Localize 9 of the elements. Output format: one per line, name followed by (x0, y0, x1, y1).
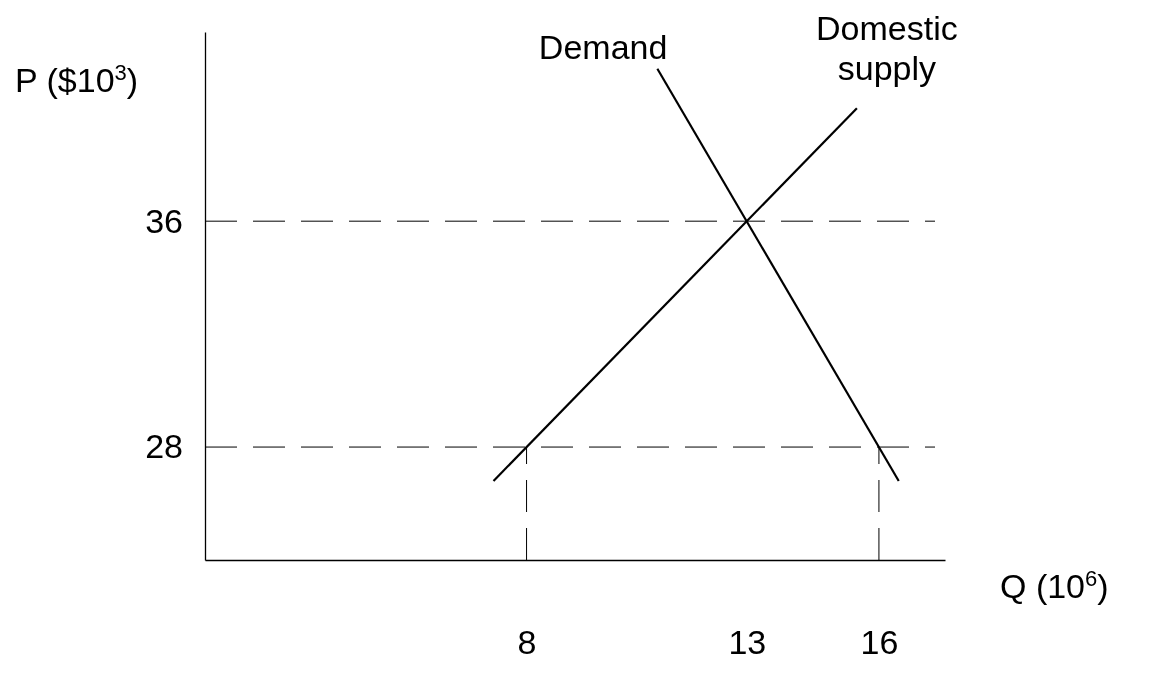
y-tick-label: 36 (145, 201, 183, 240)
y-axis-title: P ($10$^{3}$) (15, 59, 139, 99)
series-label: Demand (538, 27, 668, 66)
x-tick-label: 16 (860, 623, 899, 662)
x-axis-title: Q (10$^{6}$) (1000, 565, 1109, 605)
x-tick-label: 8 (517, 623, 537, 662)
x-tick-label: 13 (728, 623, 767, 662)
series-label: Domestic supply (816, 9, 958, 88)
y-tick-label: 28 (145, 427, 183, 466)
